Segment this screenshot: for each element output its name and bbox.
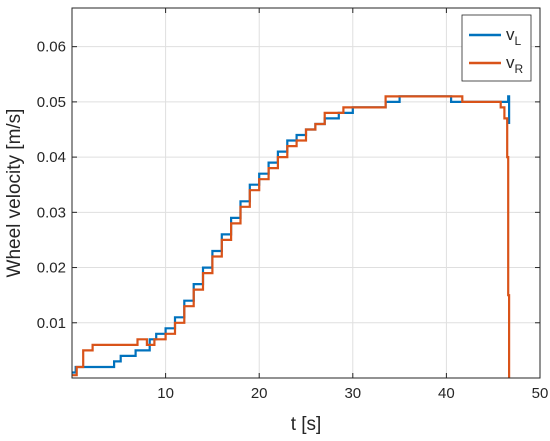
y-tick-label: 0.04 (37, 149, 66, 166)
y-tick-label: 0.05 (37, 94, 66, 111)
series-line-vR (72, 95, 511, 378)
legend: vL vR (461, 14, 532, 82)
legend-entry-vr: vR (506, 53, 524, 76)
y-axis-label: Wheel velocity [m/s] (4, 109, 25, 278)
x-axis-label: t [s] (291, 414, 322, 435)
y-tick-label: 0.03 (37, 204, 66, 221)
x-tick-label: 40 (438, 385, 455, 402)
series-lines (72, 95, 511, 378)
legend-entry-vl: vL (506, 25, 522, 48)
plot-frame (71, 7, 541, 379)
x-tick-label: 10 (157, 385, 174, 402)
x-tick-label: 30 (344, 385, 361, 402)
legend-box (461, 14, 532, 82)
y-tick-label: 0.02 (37, 260, 66, 277)
y-tick-label: 0.06 (37, 39, 66, 56)
axis-ticks: 10 20 30 40 50 0.01 0.02 0.03 0.04 0.05 0.06 (37, 8, 549, 402)
y-tick-label: 0.01 (37, 315, 66, 332)
x-tick-label: 50 (532, 385, 549, 402)
x-tick-label: 20 (251, 385, 268, 402)
